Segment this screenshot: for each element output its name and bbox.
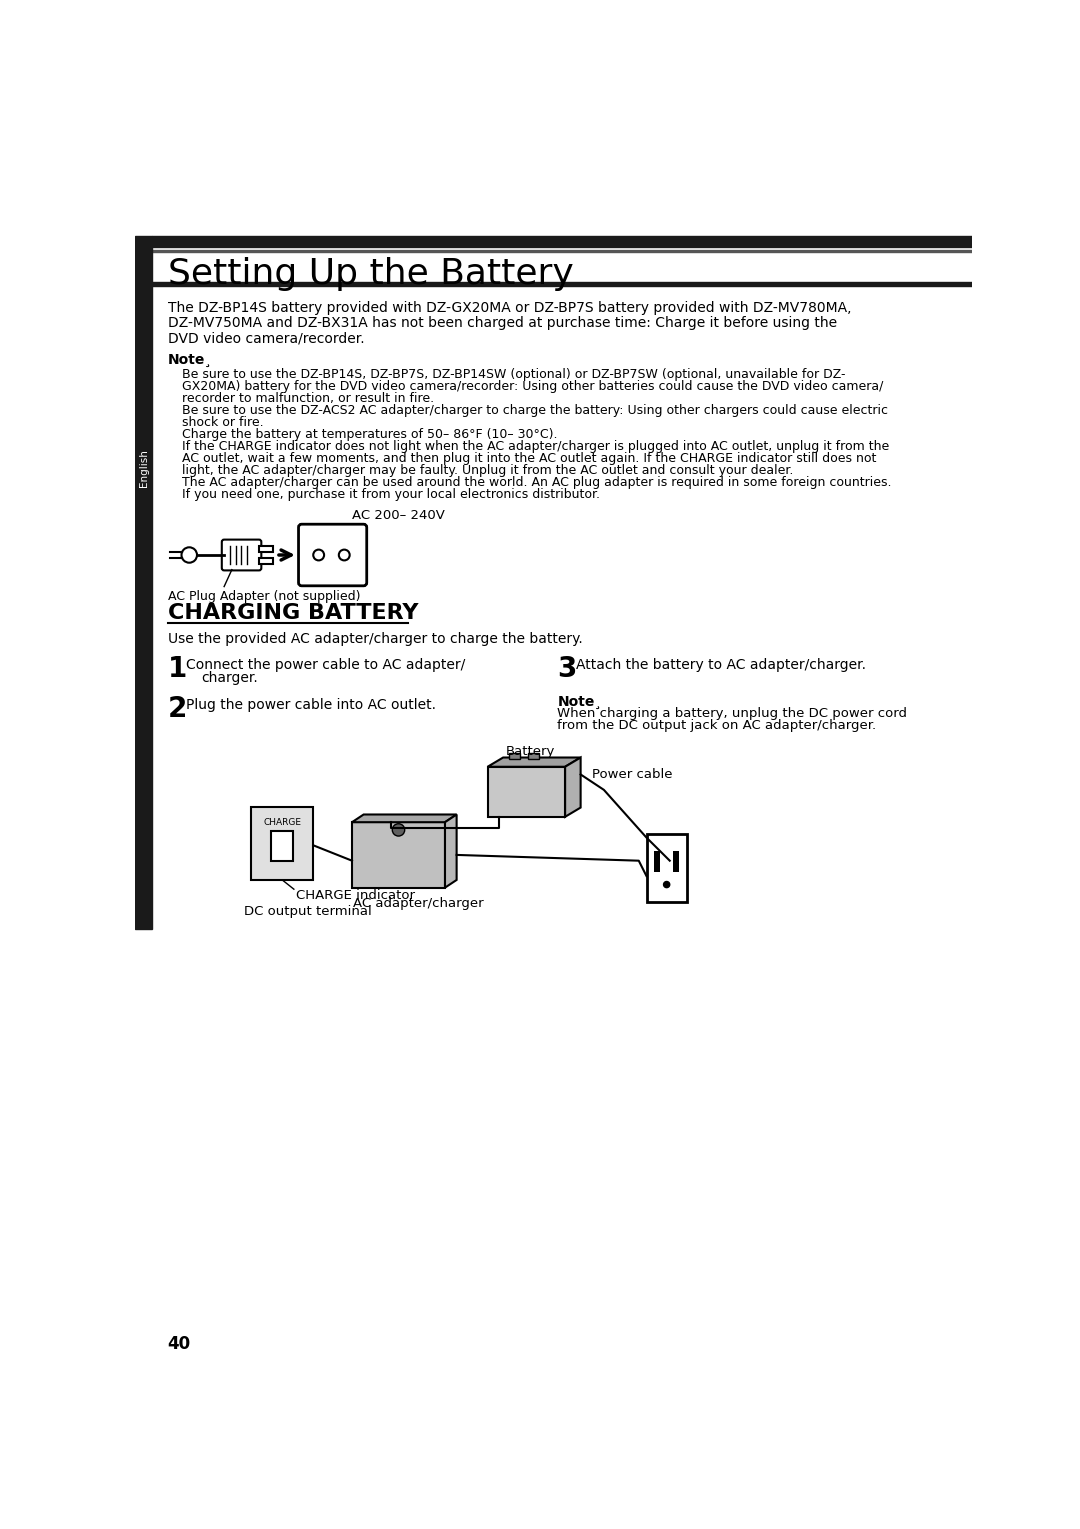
Bar [528,752,539,758]
FancyBboxPatch shape [221,540,261,570]
Bar [271,832,293,861]
FancyBboxPatch shape [352,823,445,888]
Bar [152,249,972,252]
Text: The DZ-BP14S battery provided with DZ-GX20MA or DZ-BP7S battery provided with DZ: The DZ-BP14S battery provided with DZ-GX… [167,301,851,315]
Polygon shape [352,815,457,823]
Circle shape [339,549,350,561]
FancyBboxPatch shape [298,524,367,586]
Bar [654,850,661,872]
Text: When charging a battery, unplug the DC power cord: When charging a battery, unplug the DC p… [557,708,907,720]
Text: CHARGING BATTERY: CHARGING BATTERY [167,602,418,622]
FancyBboxPatch shape [488,766,565,816]
Bar [252,807,313,881]
Text: AC outlet, wait a few moments, and then plug it into the AC outlet again. If the: AC outlet, wait a few moments, and then … [181,453,876,465]
Polygon shape [565,757,581,816]
Bar [259,558,273,564]
Bar [647,833,687,902]
Text: DZ-MV750MA and DZ-BX31A has not been charged at purchase time: Charge it before : DZ-MV750MA and DZ-BX31A has not been cha… [167,317,837,330]
Text: shock or fire.: shock or fire. [181,416,264,430]
Text: light, the AC adapter/charger may be faulty. Unplug it from the AC outlet and co: light, the AC adapter/charger may be fau… [181,463,793,477]
Circle shape [313,549,324,561]
Text: English: English [138,450,149,488]
Text: CHARGE indicator: CHARGE indicator [296,890,415,902]
Text: CHARGE: CHARGE [264,818,301,827]
Bar [152,235,972,246]
Text: AC 200– 240V: AC 200– 240V [352,509,445,521]
Text: The AC adapter/charger can be used around the world. An AC plug adapter is requi: The AC adapter/charger can be used aroun… [181,476,891,489]
Bar [259,546,273,552]
Text: Power cable: Power cable [592,768,673,781]
Text: GX20MA) battery for the DVD video camera/recorder: Using other batteries could c: GX20MA) battery for the DVD video camera… [181,381,882,393]
Bar [135,235,152,928]
Text: If you need one, purchase it from your local electronics distributor.: If you need one, purchase it from your l… [181,488,599,500]
Text: AC Plug Adapter (not supplied): AC Plug Adapter (not supplied) [167,590,360,602]
Circle shape [181,547,197,563]
Circle shape [392,824,405,836]
Bar [510,752,521,758]
Text: recorder to malfunction, or result in fire.: recorder to malfunction, or result in fi… [181,391,434,405]
Circle shape [663,882,670,888]
Text: Attach the battery to AC adapter/charger.: Attach the battery to AC adapter/charger… [576,657,866,673]
Text: charger.: charger. [202,671,258,685]
Bar [673,850,679,872]
Text: Use the provided AC adapter/charger to charge the battery.: Use the provided AC adapter/charger to c… [167,631,582,647]
Text: DC output terminal: DC output terminal [243,905,372,917]
Text: Be sure to use the DZ-ACS2 AC adapter/charger to charge the battery: Using other: Be sure to use the DZ-ACS2 AC adapter/ch… [181,404,888,417]
Text: from the DC output jack on AC adapter/charger.: from the DC output jack on AC adapter/ch… [557,719,877,732]
Text: 40: 40 [167,1335,191,1353]
Bar [152,281,972,286]
Text: 3: 3 [557,654,577,683]
Text: Note¸: Note¸ [557,696,602,709]
Text: AC adapter/charger: AC adapter/charger [352,898,483,910]
Polygon shape [445,815,457,888]
Text: Be sure to use the DZ-BP14S, DZ-BP7S, DZ-BP14SW (optional) or DZ-BP7SW (optional: Be sure to use the DZ-BP14S, DZ-BP7S, DZ… [181,368,845,381]
Text: Plug the power cable into AC outlet.: Plug the power cable into AC outlet. [186,699,436,713]
Text: Battery: Battery [505,745,555,758]
Text: Setting Up the Battery: Setting Up the Battery [167,257,573,291]
Text: Note¸: Note¸ [167,353,212,367]
Text: Connect the power cable to AC adapter/: Connect the power cable to AC adapter/ [186,657,465,673]
Text: 2: 2 [167,696,187,723]
Text: If the CHARGE indicator does not light when the AC adapter/charger is plugged in: If the CHARGE indicator does not light w… [181,440,889,453]
Polygon shape [488,757,581,766]
Text: Charge the battery at temperatures of 50– 86°F (10– 30°C).: Charge the battery at temperatures of 50… [181,428,557,440]
Text: 1: 1 [167,654,187,683]
Text: DVD video camera/recorder.: DVD video camera/recorder. [167,332,364,346]
